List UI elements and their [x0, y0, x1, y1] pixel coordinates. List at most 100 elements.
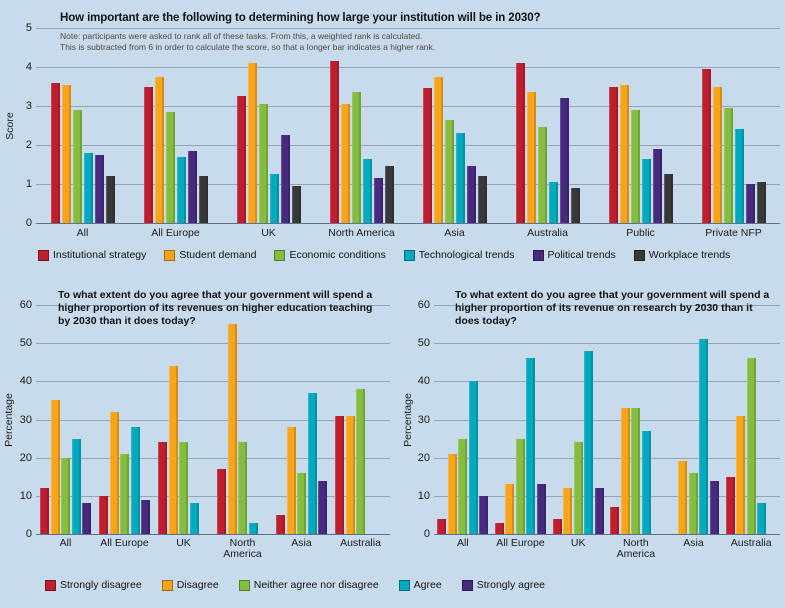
- bar: [466, 166, 476, 223]
- bar-slot: [735, 305, 746, 534]
- bar-slot: [178, 305, 189, 534]
- bar: [286, 427, 296, 534]
- bar-slot: [376, 305, 387, 534]
- legend-item: Neither agree nor disagree: [238, 579, 379, 591]
- bar: [120, 453, 129, 534]
- y-tick-label: 30: [417, 413, 430, 426]
- bar: [176, 156, 186, 223]
- bar-slot: [351, 28, 362, 223]
- y-tick-label: 50: [19, 337, 32, 350]
- bar-slot: [620, 305, 631, 534]
- legend-swatch: [164, 249, 176, 261]
- bar: [168, 366, 178, 534]
- bar: [437, 518, 447, 534]
- bar-slot: [652, 305, 663, 534]
- bar: [594, 488, 604, 534]
- bar: [723, 107, 733, 223]
- chart-title: To what extent do you agree that your go…: [58, 289, 373, 327]
- bar-slot: [562, 305, 573, 534]
- bar: [158, 442, 167, 534]
- category-label: Australia: [730, 537, 772, 549]
- category-label: UK: [261, 227, 276, 239]
- bar-slot: [479, 305, 490, 534]
- bar: [165, 111, 175, 223]
- category-label: UK: [176, 537, 191, 549]
- bar: [494, 522, 504, 534]
- bar: [619, 84, 629, 223]
- bar-group: [36, 305, 95, 534]
- bar: [99, 495, 108, 534]
- bar: [187, 150, 197, 223]
- bar: [247, 63, 257, 223]
- bar-slot: [384, 28, 395, 223]
- bar-slot: [94, 28, 105, 223]
- bar: [548, 182, 558, 223]
- y-tick-label: 20: [417, 451, 430, 464]
- legend-swatch: [398, 579, 410, 591]
- y-tick-label: 5: [25, 22, 32, 34]
- bar-group: [154, 305, 213, 534]
- bar-group: [607, 305, 665, 534]
- gridline: [36, 381, 390, 383]
- bar: [105, 176, 115, 223]
- bar-slot: [663, 28, 674, 223]
- category-label: Australia: [340, 537, 381, 549]
- bar: [699, 339, 709, 534]
- bar-slot: [515, 305, 526, 534]
- bar-slot: [422, 28, 433, 223]
- bar: [362, 158, 372, 223]
- bar: [61, 457, 70, 534]
- bar: [712, 86, 722, 223]
- bar-slot: [548, 28, 559, 223]
- bar-slot: [526, 305, 537, 534]
- gridline: [36, 495, 390, 497]
- bar-slot: [515, 28, 526, 223]
- y-tick-label: 50: [417, 337, 430, 350]
- bar: [526, 358, 536, 534]
- bar: [154, 76, 164, 223]
- bar-slot: [176, 28, 187, 223]
- bar-slot: [723, 28, 734, 223]
- bar-slot: [83, 28, 94, 223]
- bar: [297, 472, 306, 534]
- chart-title: How important are the following to deter…: [60, 12, 541, 24]
- bar: [709, 480, 719, 534]
- bar: [526, 92, 536, 223]
- x-axis-line: [36, 534, 390, 535]
- x-axis-line: [434, 534, 780, 535]
- bar-slot: [494, 305, 505, 534]
- bar-slot: [641, 28, 652, 223]
- legend-label: Disagree: [176, 579, 219, 591]
- y-tick-label: 60: [417, 299, 430, 311]
- bar-slot: [307, 305, 318, 534]
- bar-slot: [526, 28, 537, 223]
- bar: [329, 61, 339, 223]
- bar-slot: [296, 305, 307, 534]
- bar-slot: [286, 305, 297, 534]
- y-tick-label: 0: [423, 528, 430, 540]
- bar: [746, 358, 756, 534]
- category-label: Asia: [683, 537, 704, 549]
- bar-slot: [573, 305, 584, 534]
- y-tick-label: 2: [25, 139, 32, 151]
- bar-slot: [50, 28, 61, 223]
- bar-slot: [709, 305, 720, 534]
- bar: [72, 109, 82, 223]
- bar: [725, 476, 735, 534]
- bar-slot: [734, 28, 745, 223]
- bar: [50, 82, 60, 223]
- bar-slot: [468, 305, 479, 534]
- bar: [688, 472, 698, 534]
- y-tick-label: 10: [417, 489, 430, 502]
- legend-label: Strongly disagree: [60, 579, 142, 591]
- bar-slot: [258, 305, 269, 534]
- legend-item: Economic conditions: [274, 249, 386, 261]
- bar: [83, 152, 93, 223]
- bar-group: [687, 28, 780, 223]
- y-tick-label: 40: [417, 375, 430, 388]
- bar-slot: [437, 305, 448, 534]
- bar: [258, 104, 268, 223]
- category-label: Public: [626, 227, 655, 239]
- bar-group: [722, 305, 780, 534]
- bar-slot: [71, 305, 82, 534]
